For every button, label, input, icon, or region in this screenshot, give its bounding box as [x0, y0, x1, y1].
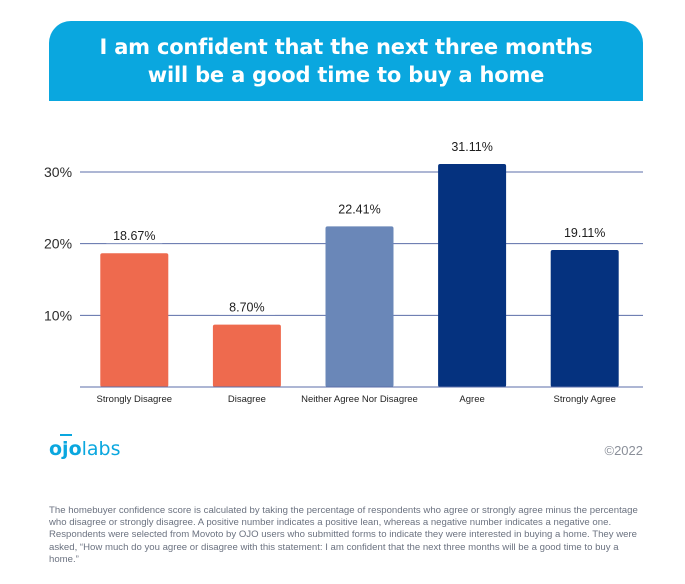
data-label-background — [556, 224, 613, 241]
data-label: 18.67% — [113, 229, 155, 243]
ojolabs-logo: ojo labs — [49, 434, 121, 462]
data-label: 22.41% — [338, 202, 380, 216]
y-tick-label: 10% — [44, 307, 72, 323]
bar-chart: 10% 20% 30% 18.67% Strongly Disagree 8.70% Dis… — [44, 138, 643, 405]
methodology-footnote: The homebuyer confidence score is calcul… — [49, 505, 638, 565]
data-label: 8.70% — [229, 301, 264, 315]
bar — [100, 253, 169, 387]
data-label-background — [218, 298, 275, 315]
y-tick-label: 20% — [44, 236, 72, 252]
title-banner: I am confident that the next three month… — [49, 21, 643, 101]
data-label: 19.11% — [564, 226, 605, 240]
bar — [550, 250, 619, 387]
data-label-background — [106, 227, 163, 244]
chart-title-line-2: will be a good time to buy a home — [147, 63, 545, 87]
bar — [438, 164, 507, 387]
x-tick-label: Strongly Agree — [554, 394, 616, 405]
bar — [212, 324, 281, 387]
chart-title-line-1: I am confident that the next three month… — [99, 35, 593, 59]
x-tick-label: Disagree — [228, 394, 266, 405]
logo-labs-text: labs — [81, 438, 121, 460]
logo-ojo-text: ojo — [49, 434, 82, 460]
data-label: 31.11% — [451, 140, 492, 154]
x-tick-label: Agree — [459, 394, 484, 405]
copyright-text: ©2022 — [604, 443, 644, 458]
x-tick-label: Neither Agree Nor Disagree — [301, 394, 418, 405]
data-label-background — [331, 200, 388, 217]
x-tick-label: Strongly Disagree — [97, 394, 173, 405]
y-tick-label: 30% — [44, 164, 72, 180]
data-label-background — [444, 138, 501, 155]
bar — [325, 226, 394, 387]
